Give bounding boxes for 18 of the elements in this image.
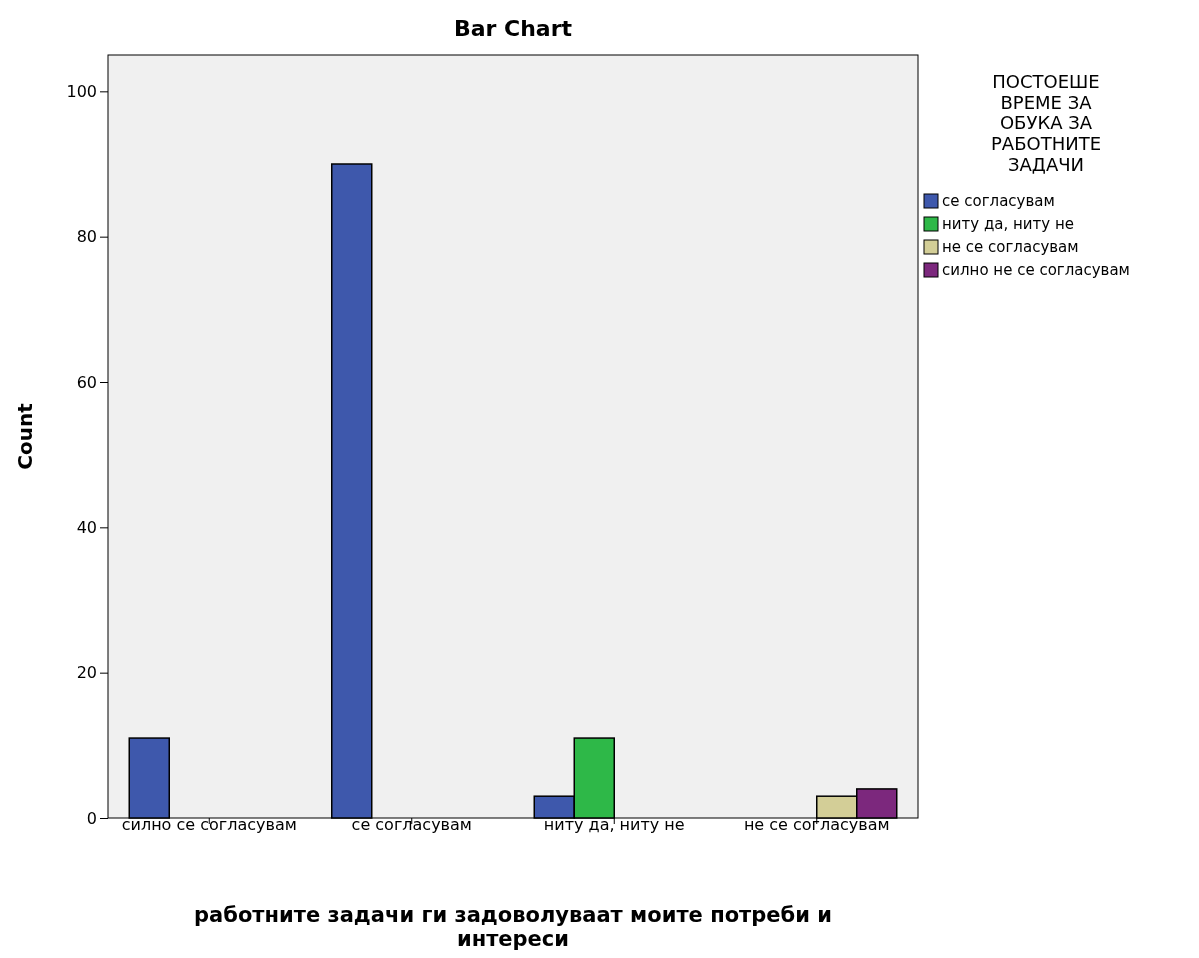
- y-tick-label: 80: [76, 227, 97, 247]
- legend-label: се согласувам: [942, 192, 1055, 210]
- legend-label: ниту да, ниту не: [942, 215, 1075, 233]
- y-tick-label: 20: [76, 663, 97, 683]
- x-axis-title: работните задачи ги задоволуваат моите потреби и интереси: [194, 903, 832, 952]
- chart-title: Bar Chart: [453, 16, 573, 41]
- legend-title: ПОСТОЕШЕ ВРЕМЕ ЗА ОБУКА ЗА РАБОТНИТЕ ЗАДАЧИ: [990, 71, 1102, 175]
- y-axis-title: Count: [13, 402, 37, 470]
- x-tick-label: се согласувам: [351, 815, 472, 834]
- y-tick-label: 100: [66, 81, 97, 101]
- legend-label: не се согласувам: [942, 238, 1079, 256]
- y-tick-label: 0: [86, 808, 97, 828]
- x-tick-label: не се согласувам: [743, 815, 890, 834]
- x-tick-label: силно се согласувам: [121, 815, 297, 834]
- y-tick-label: 60: [76, 372, 97, 392]
- x-tick-label: ниту да, ниту не: [543, 815, 685, 834]
- legend-label: силно не се согласувам: [942, 261, 1130, 279]
- y-tick-label: 40: [76, 517, 97, 537]
